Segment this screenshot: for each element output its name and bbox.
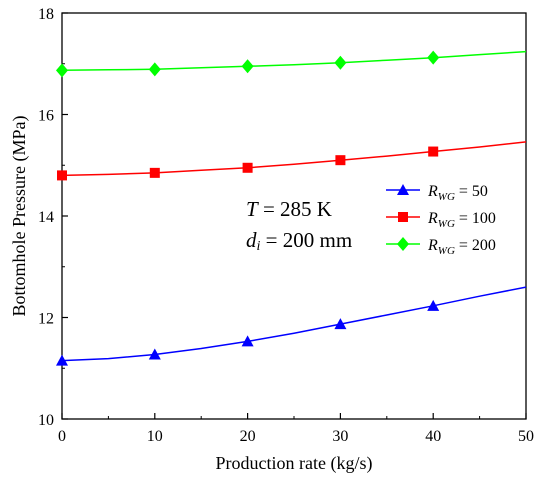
series-line [61, 286, 527, 362]
y-tick-label: 12 [38, 311, 54, 328]
data-point [56, 354, 68, 366]
legend-marker [397, 184, 409, 195]
x-tick-label: 40 [425, 428, 441, 445]
data-point [335, 155, 346, 166]
y-tick-label: 16 [38, 108, 54, 125]
legend-label: RWG = 50 [427, 183, 488, 203]
x-tick-label: 20 [240, 428, 256, 445]
x-tick-label: 30 [332, 428, 348, 445]
diameter-value: = 200 mm [260, 228, 353, 252]
temperature-annotation: T = 285 K [246, 197, 332, 222]
x-axis-label: Production rate (kg/s) [216, 453, 373, 474]
legend-marker [398, 212, 408, 222]
series-2 [56, 50, 527, 78]
x-tick-label: 10 [147, 428, 163, 445]
diameter-annotation: di = 200 mm [246, 228, 352, 255]
legend: RWG = 50 RWG = 100 RWG = 200 [386, 183, 496, 257]
data-point [57, 170, 67, 181]
data-point [242, 162, 253, 173]
legend-item: RWG = 100 [386, 210, 496, 230]
y-tick-label: 14 [38, 209, 54, 226]
diameter-subscript: i [256, 239, 261, 254]
temperature-value: = 285 K [257, 197, 332, 221]
legend-item: RWG = 50 [386, 183, 488, 203]
series-line [61, 50, 527, 72]
series-1 [57, 141, 527, 181]
data-point [148, 348, 161, 360]
temperature-variable: T [246, 197, 258, 221]
series-0 [56, 286, 527, 366]
series-line [61, 141, 527, 177]
data-point [148, 62, 161, 77]
y-tick-label: 10 [38, 412, 54, 429]
y-axis-label: Bottomhole Pressure (MPa) [9, 116, 30, 317]
data-point [149, 167, 160, 178]
data-point [241, 335, 254, 347]
data-point [334, 55, 347, 70]
legend-item: RWG = 200 [386, 237, 496, 257]
x-tick-label: 50 [518, 428, 534, 445]
data-point [334, 318, 347, 330]
legend-label: RWG = 200 [427, 237, 496, 257]
y-tick-label: 18 [38, 6, 54, 23]
data-point [56, 63, 68, 78]
data-point [427, 50, 440, 65]
legend-label: RWG = 100 [427, 210, 496, 230]
data-point [428, 146, 439, 157]
diameter-variable: d [246, 228, 257, 252]
data-point [241, 59, 254, 74]
x-tick-label: 0 [58, 428, 66, 445]
legend-marker [397, 237, 409, 251]
data-point [427, 299, 440, 311]
